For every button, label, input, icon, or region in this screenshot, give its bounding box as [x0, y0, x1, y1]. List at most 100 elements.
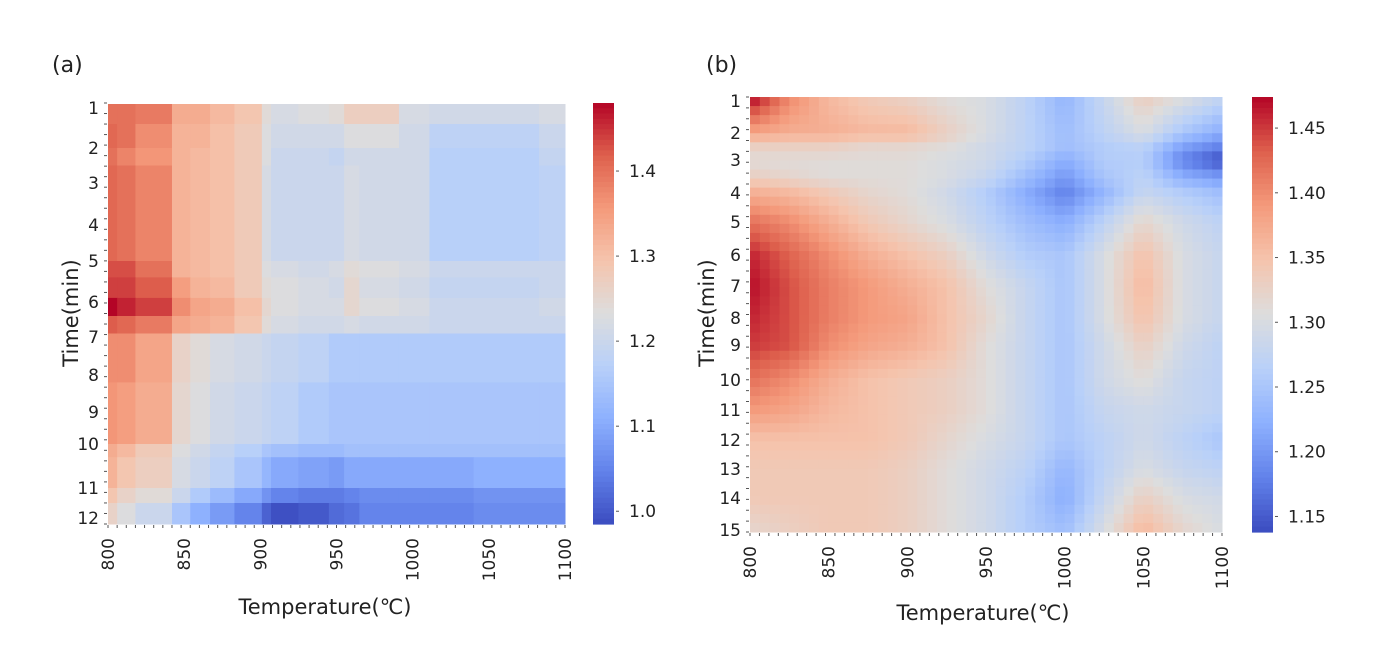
heatmap-cell — [759, 169, 771, 180]
heatmap-cell — [769, 350, 780, 361]
heatmap-cell — [877, 251, 889, 261]
heatmap-cell — [1182, 160, 1193, 170]
heatmap-cell — [927, 296, 938, 306]
heatmap-cell — [1074, 341, 1085, 352]
heatmap-cell — [1025, 160, 1036, 170]
colorbar-segment — [1252, 461, 1273, 468]
heatmap-cell — [858, 287, 869, 297]
heatmap-cell — [1084, 432, 1095, 442]
heatmap-cell — [818, 124, 830, 134]
heatmap-cell — [769, 323, 780, 334]
heatmap-cell — [917, 368, 928, 379]
heatmap-cell — [1035, 160, 1046, 170]
heatmap-cell — [1054, 97, 1066, 107]
heatmap-cell — [897, 341, 908, 352]
y-tick-label: 11 — [719, 401, 741, 421]
heatmap-cell — [1045, 214, 1056, 225]
colorbar-segment — [1252, 347, 1273, 354]
heatmap-cell — [887, 423, 898, 433]
colorbar-segment — [593, 460, 614, 467]
heatmap-cell — [117, 148, 136, 166]
heatmap-cell — [1202, 269, 1213, 279]
heatmap-cell — [1025, 495, 1036, 506]
heatmap-cell — [1064, 242, 1075, 252]
heatmap-cell — [1153, 332, 1164, 343]
heatmap-cell — [789, 486, 800, 497]
heatmap-cell — [838, 432, 849, 442]
heatmap-cell — [759, 115, 771, 125]
heatmap-cell — [1054, 341, 1066, 352]
heatmap-cell — [298, 297, 330, 317]
heatmap-cell — [809, 323, 820, 334]
colorbar-segment — [1252, 483, 1273, 490]
heatmap-cell — [966, 368, 977, 379]
heatmap-cell — [1064, 133, 1075, 143]
heatmap-cell — [986, 522, 997, 533]
heatmap-cell — [818, 314, 830, 325]
heatmap-cell — [1045, 305, 1056, 315]
heatmap-cell — [936, 178, 948, 189]
heatmap-cell — [809, 504, 820, 515]
heatmap-cell — [966, 314, 977, 325]
heatmap-cell — [1172, 513, 1184, 524]
heatmap-cell — [868, 513, 879, 524]
heatmap-cell — [799, 368, 810, 379]
heatmap-cell — [917, 441, 928, 451]
heatmap-cell — [1153, 513, 1164, 524]
heatmap-cell — [769, 387, 780, 397]
heatmap-cell — [789, 513, 800, 524]
heatmap-cell — [956, 377, 967, 388]
heatmap-cell — [966, 405, 977, 415]
heatmap-cell — [897, 287, 908, 297]
heatmap-cell — [210, 261, 235, 278]
heatmap-cell — [838, 287, 849, 297]
heatmap-cell — [887, 142, 898, 152]
heatmap-cell — [1025, 260, 1036, 270]
colorbar-segment — [593, 103, 614, 109]
heatmap-cell — [868, 341, 879, 352]
colorbar-segment — [1252, 504, 1273, 511]
heatmap-cell — [986, 387, 997, 397]
heatmap-cell — [1113, 124, 1125, 134]
heatmap-cell — [1045, 314, 1056, 325]
heatmap-cell — [1084, 278, 1095, 288]
heatmap-cell — [210, 488, 235, 504]
heatmap-cell — [1074, 106, 1085, 116]
heatmap-cell — [1064, 260, 1075, 270]
colorbar-segment — [1252, 298, 1273, 305]
heatmap-cell — [1192, 459, 1203, 470]
heatmap-cell — [769, 359, 780, 370]
heatmap-cell — [234, 261, 263, 278]
heatmap-cell — [1064, 341, 1075, 352]
heatmap-cell — [927, 260, 938, 270]
heatmap-cell — [1113, 187, 1125, 198]
heatmap-cell — [1172, 486, 1184, 497]
heatmap-cell — [927, 495, 938, 506]
heatmap-cell — [473, 444, 540, 458]
heatmap-cell — [1074, 423, 1085, 433]
heatmap-cell — [907, 124, 918, 134]
heatmap-cell — [1192, 323, 1203, 334]
heatmap-cell — [1182, 405, 1193, 415]
heatmap-cell — [848, 323, 859, 334]
heatmap-cell — [1172, 450, 1184, 460]
heatmap-cell — [838, 368, 849, 379]
heatmap-cell — [818, 287, 830, 297]
heatmap-cell — [1182, 305, 1193, 315]
heatmap-cell — [1212, 178, 1223, 189]
heatmap-cell — [789, 196, 800, 207]
heatmap-cell — [1045, 441, 1056, 451]
heatmap-cell — [210, 503, 235, 525]
heatmap-cell — [936, 314, 948, 325]
heatmap-cell — [887, 387, 898, 397]
colorbar-segment — [593, 287, 614, 294]
heatmap-cell — [1172, 124, 1184, 134]
heatmap-cell — [1202, 332, 1213, 343]
heatmap-cell — [270, 333, 299, 383]
heatmap-cell — [779, 214, 790, 225]
heatmap-cell — [1005, 287, 1016, 297]
heatmap-cell — [1084, 160, 1095, 170]
heatmap-cell — [1094, 350, 1105, 361]
heatmap-cell — [779, 305, 790, 315]
heatmap-cell — [298, 503, 330, 525]
